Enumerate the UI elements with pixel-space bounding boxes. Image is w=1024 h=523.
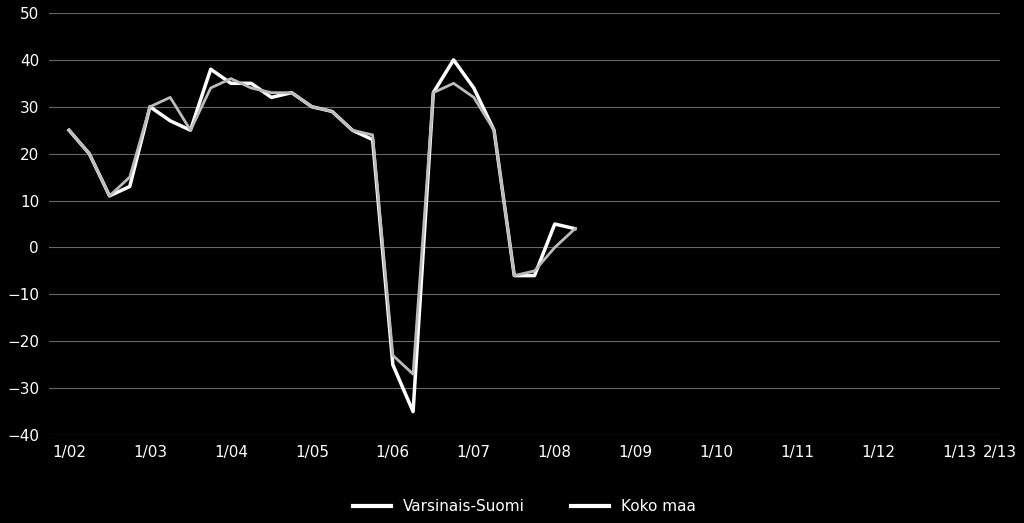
- Koko maa: [205, 85, 217, 91]
- Legend: Varsinais-Suomi, Koko maa: Varsinais-Suomi, Koko maa: [346, 493, 702, 520]
- Koko maa: [103, 193, 116, 199]
- Koko maa: [286, 89, 298, 96]
- Koko maa: [143, 104, 156, 110]
- Varsinais-Suomi: [569, 225, 582, 232]
- Koko maa: [427, 89, 439, 96]
- Varsinais-Suomi: [427, 89, 439, 96]
- Varsinais-Suomi: [205, 66, 217, 72]
- Varsinais-Suomi: [549, 221, 561, 227]
- Koko maa: [245, 85, 257, 91]
- Line: Koko maa: Koko maa: [69, 78, 575, 374]
- Koko maa: [62, 127, 75, 133]
- Varsinais-Suomi: [367, 137, 379, 143]
- Varsinais-Suomi: [387, 361, 399, 368]
- Varsinais-Suomi: [407, 408, 419, 415]
- Varsinais-Suomi: [143, 104, 156, 110]
- Varsinais-Suomi: [346, 127, 358, 133]
- Koko maa: [265, 89, 278, 96]
- Varsinais-Suomi: [508, 272, 520, 279]
- Koko maa: [447, 80, 460, 86]
- Koko maa: [549, 244, 561, 251]
- Line: Varsinais-Suomi: Varsinais-Suomi: [69, 60, 575, 412]
- Varsinais-Suomi: [103, 193, 116, 199]
- Koko maa: [225, 75, 238, 82]
- Koko maa: [184, 127, 197, 133]
- Koko maa: [508, 272, 520, 279]
- Varsinais-Suomi: [487, 127, 500, 133]
- Koko maa: [83, 151, 95, 157]
- Koko maa: [487, 127, 500, 133]
- Varsinais-Suomi: [265, 94, 278, 100]
- Varsinais-Suomi: [225, 80, 238, 86]
- Varsinais-Suomi: [286, 89, 298, 96]
- Varsinais-Suomi: [528, 272, 541, 279]
- Varsinais-Suomi: [83, 151, 95, 157]
- Koko maa: [306, 104, 318, 110]
- Varsinais-Suomi: [468, 85, 480, 91]
- Koko maa: [124, 174, 136, 180]
- Varsinais-Suomi: [306, 104, 318, 110]
- Koko maa: [346, 127, 358, 133]
- Varsinais-Suomi: [447, 56, 460, 63]
- Koko maa: [164, 94, 176, 100]
- Koko maa: [326, 108, 338, 115]
- Varsinais-Suomi: [184, 127, 197, 133]
- Koko maa: [468, 94, 480, 100]
- Varsinais-Suomi: [124, 184, 136, 190]
- Varsinais-Suomi: [245, 80, 257, 86]
- Varsinais-Suomi: [164, 118, 176, 124]
- Varsinais-Suomi: [326, 108, 338, 115]
- Koko maa: [407, 371, 419, 377]
- Koko maa: [528, 268, 541, 274]
- Varsinais-Suomi: [62, 127, 75, 133]
- Koko maa: [367, 132, 379, 138]
- Koko maa: [387, 352, 399, 358]
- Koko maa: [569, 225, 582, 232]
